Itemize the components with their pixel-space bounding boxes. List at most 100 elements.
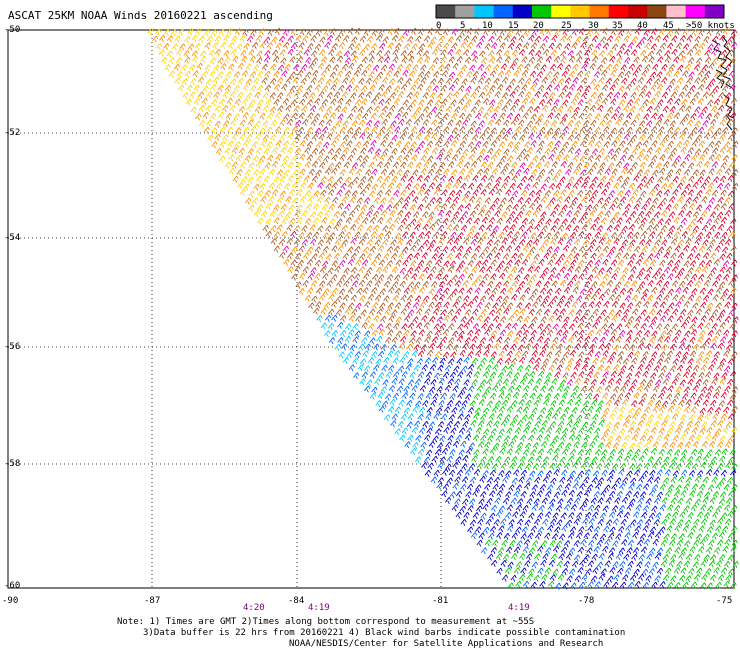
wind-barb xyxy=(594,140,602,148)
wind-barb xyxy=(573,106,580,114)
wind-barb xyxy=(371,183,378,191)
wind-barb xyxy=(354,217,361,225)
wind-barb xyxy=(475,427,482,435)
wind-barb xyxy=(228,63,235,71)
wind-barb xyxy=(505,127,513,135)
wind-barb xyxy=(264,70,271,78)
wind-barb xyxy=(338,29,346,37)
wind-barb xyxy=(407,50,414,58)
wind-barb xyxy=(526,239,533,247)
wind-barb xyxy=(282,98,289,106)
wind-barb xyxy=(371,287,378,295)
wind-barb xyxy=(708,539,715,547)
wind-barb xyxy=(626,99,634,107)
wind-barb xyxy=(538,504,545,512)
wind-barb xyxy=(644,406,651,414)
wind-barb xyxy=(480,413,487,421)
wind-barb xyxy=(469,343,476,351)
wind-barb xyxy=(716,539,724,547)
wind-barb xyxy=(532,343,540,351)
wind-barb xyxy=(393,85,401,93)
wind-barb xyxy=(282,245,289,253)
wind-barb xyxy=(648,176,655,184)
wind-barb xyxy=(528,218,535,226)
wind-barb xyxy=(514,350,522,358)
wind-barb xyxy=(694,77,701,85)
wind-barb xyxy=(673,85,680,93)
wind-barb xyxy=(443,28,450,36)
wind-barb xyxy=(445,196,452,204)
wind-barb xyxy=(500,168,507,176)
wind-barb xyxy=(573,210,580,218)
wind-barb xyxy=(675,329,682,337)
wind-barb xyxy=(554,140,561,148)
wind-barb xyxy=(331,260,338,268)
wind-barb xyxy=(562,582,569,590)
wind-barb xyxy=(728,279,735,287)
wind-barb xyxy=(669,539,676,547)
wind-barb xyxy=(209,70,216,78)
wind-barb xyxy=(546,28,553,36)
wind-barb xyxy=(344,307,351,315)
wind-barb xyxy=(292,197,299,205)
wind-barb xyxy=(600,175,607,183)
wind-barb xyxy=(478,498,485,506)
wind-barb xyxy=(490,504,498,512)
wind-barb xyxy=(683,244,690,252)
wind-barb xyxy=(473,371,480,379)
wind-barb xyxy=(374,378,381,386)
wind-barb xyxy=(680,146,687,154)
wind-barb xyxy=(471,134,479,142)
wind-barb xyxy=(273,217,280,225)
wind-barb xyxy=(205,78,212,86)
wind-barb xyxy=(350,50,357,58)
wind-barb xyxy=(226,126,234,134)
wind-barb xyxy=(447,161,455,169)
wind-barb xyxy=(583,162,590,170)
wind-barb xyxy=(583,476,590,484)
wind-barb xyxy=(651,286,658,294)
wind-barb xyxy=(481,322,488,330)
wind-barb xyxy=(576,50,583,58)
wind-barb xyxy=(291,112,298,120)
wind-barb xyxy=(187,43,195,51)
wind-barb xyxy=(634,371,641,379)
wind-barb xyxy=(515,29,522,37)
wind-barb xyxy=(209,57,217,65)
wind-barb xyxy=(397,365,405,373)
wind-barb xyxy=(443,287,450,295)
wind-barb xyxy=(526,120,534,128)
wind-barb xyxy=(472,55,479,63)
wind-barb xyxy=(569,470,576,478)
wind-barb xyxy=(671,378,678,386)
wind-barb xyxy=(525,477,533,485)
wind-barb xyxy=(611,273,618,281)
wind-barb xyxy=(484,328,491,336)
wind-barb xyxy=(329,71,336,79)
wind-barb xyxy=(193,84,200,92)
wind-barb xyxy=(559,476,566,484)
wind-barb xyxy=(695,533,703,541)
wind-barb xyxy=(692,196,699,204)
wind-barb xyxy=(702,497,709,505)
wind-barb xyxy=(708,364,715,372)
wind-barb xyxy=(576,176,584,184)
wind-barb xyxy=(242,139,250,147)
wind-barb xyxy=(602,258,609,266)
wind-barb xyxy=(456,357,463,365)
wind-barb xyxy=(348,62,355,70)
wind-barb xyxy=(407,358,414,366)
wind-barb xyxy=(646,77,653,85)
wind-barb xyxy=(528,308,535,316)
wind-barb xyxy=(358,266,365,274)
wind-barb xyxy=(648,512,656,520)
wind-barb xyxy=(446,279,453,287)
wind-barb xyxy=(730,469,737,477)
wind-barb xyxy=(543,337,551,345)
wind-barb xyxy=(578,246,586,254)
wind-barb xyxy=(372,153,379,161)
wind-barb xyxy=(403,43,411,51)
wind-barb xyxy=(576,295,583,303)
wind-barb xyxy=(607,532,615,540)
wind-barb xyxy=(641,568,649,576)
